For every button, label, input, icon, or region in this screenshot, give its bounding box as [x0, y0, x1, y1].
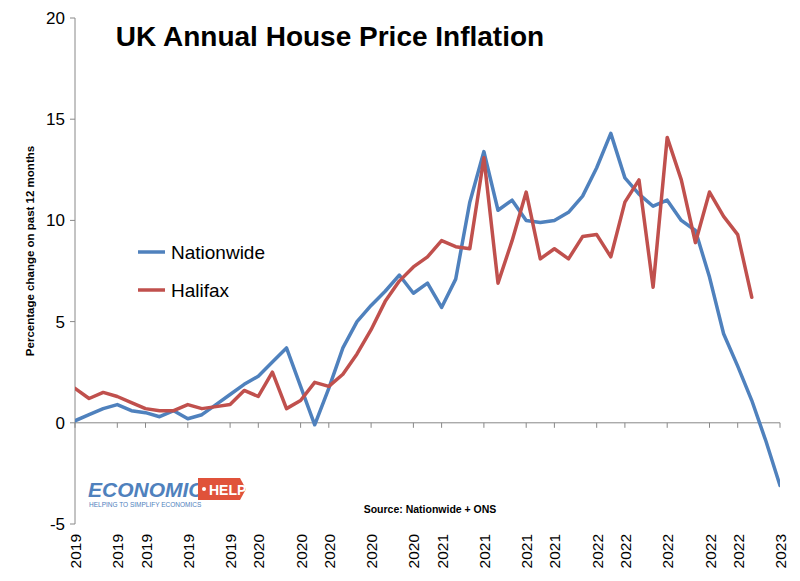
x-tick [526, 423, 527, 428]
x-tick [328, 423, 329, 428]
x-tick [230, 423, 231, 428]
y-tick [70, 321, 75, 322]
y-tick [70, 119, 75, 120]
x-tick [258, 423, 259, 428]
series-line [75, 133, 780, 485]
x-tick [145, 423, 146, 428]
x-tick [780, 423, 781, 428]
x-tick [187, 423, 188, 428]
x-tick [554, 423, 555, 428]
legend-label: Nationwide [171, 242, 265, 263]
x-tick-label: 2021 [546, 534, 563, 568]
x-tick [300, 423, 301, 428]
y-tick [70, 422, 75, 423]
x-tick [667, 423, 668, 428]
x-tick [371, 423, 372, 428]
legend-label: Halifax [171, 280, 230, 301]
y-tick-label: -5 [50, 515, 65, 534]
x-tick-label: 2021 [518, 534, 535, 568]
x-axis [75, 422, 780, 423]
chart: UK Annual House Price Inflation Percentag… [0, 0, 800, 581]
logo-subtitle: HELPING TO SIMPLIFY ECONOMICS [89, 501, 202, 508]
source: Source: Nationwide + ONS [364, 503, 497, 515]
x-tick [483, 423, 484, 428]
x-tick-label: 2019 [180, 534, 197, 568]
x-tick-label: 2022 [589, 534, 606, 568]
x-tick [441, 423, 442, 428]
x-tick-label: 2019 [222, 534, 239, 568]
x-tick-label: 2022 [659, 534, 676, 568]
logo-tag-text: HELP [209, 482, 246, 498]
x-tick [624, 423, 625, 428]
plot-area [75, 133, 780, 485]
y-tick-label: 10 [46, 211, 65, 230]
x-tick-label: 2022 [730, 534, 747, 568]
x-tick [75, 423, 76, 428]
y-tick [70, 524, 75, 525]
logo-tag [198, 478, 246, 500]
x-tick-label: 2020 [321, 534, 338, 569]
logo-tag-hole [202, 487, 206, 491]
x-tick-label: 2019 [138, 534, 155, 568]
x-tick [709, 423, 710, 428]
y-tick-label: 5 [56, 313, 65, 332]
x-tick-label: 2023 [772, 534, 789, 568]
x-tick-label: 2020 [250, 534, 267, 569]
x-tick [117, 423, 118, 428]
y-tick-label: 0 [56, 414, 65, 433]
y-axis-label: Percentage change on past 12 months [24, 146, 36, 356]
legend-swatch [138, 250, 165, 254]
y-tick-label: 15 [46, 110, 65, 129]
x-tick-label: 2019 [67, 534, 84, 568]
x-tick [413, 423, 414, 428]
x-tick-label: 2021 [434, 534, 451, 568]
x-tick-label: 2022 [617, 534, 634, 568]
series-line [75, 137, 752, 410]
y-tick [70, 18, 75, 19]
legend-swatch [138, 288, 165, 292]
x-tick-label: 2020 [363, 534, 380, 569]
title: UK Annual House Price Inflation [116, 21, 544, 52]
y-axis [75, 18, 76, 524]
x-tick-label: 2020 [293, 534, 310, 569]
x-tick-label: 2020 [405, 534, 422, 569]
y-tick [70, 220, 75, 221]
x-tick-label: 2019 [109, 534, 126, 568]
x-tick [737, 423, 738, 428]
y-tick-label: 20 [46, 9, 65, 28]
x-tick-label: 2021 [476, 534, 493, 568]
x-tick-label: 2022 [702, 534, 719, 568]
x-tick [596, 423, 597, 428]
